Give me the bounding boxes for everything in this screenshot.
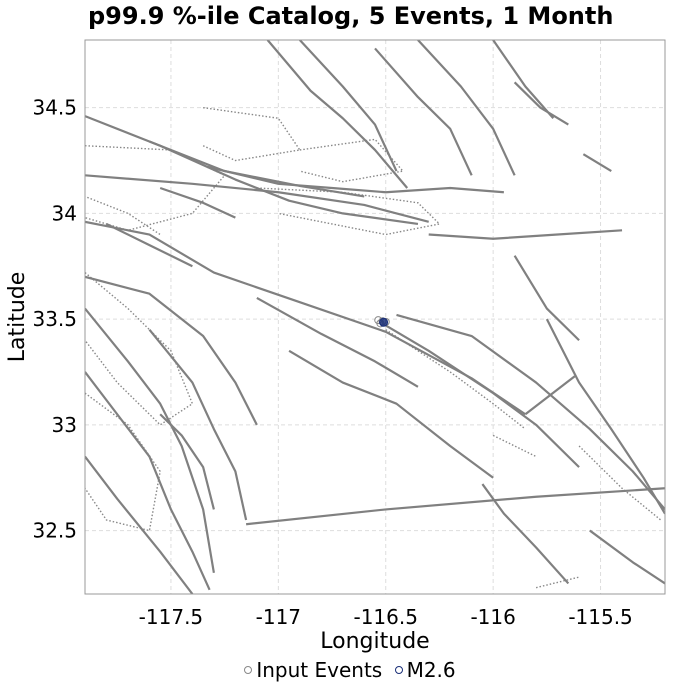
fault-line	[582, 153, 612, 173]
fault-line	[492, 40, 555, 119]
fault-line	[85, 307, 215, 574]
x-ticks: -117.5 -117 -116.5 -116 -115.5	[139, 605, 633, 629]
fault-line	[513, 255, 580, 342]
legend: Input Events M2.6	[0, 658, 700, 682]
x-tick-label: -117	[256, 605, 301, 629]
fault-zone	[85, 392, 161, 532]
fault-line	[374, 47, 473, 176]
x-tick-label: -117.5	[139, 605, 203, 629]
legend-item-input-events: Input Events	[244, 658, 382, 682]
fault-line	[417, 40, 516, 176]
y-axis-label: Latitude	[5, 272, 30, 363]
event-points	[374, 316, 390, 328]
fault-zones	[85, 106, 662, 589]
fault-line	[481, 483, 570, 585]
fault-line	[256, 297, 419, 388]
fault-line	[428, 229, 623, 240]
fault-line	[299, 40, 398, 172]
grid	[85, 40, 665, 594]
fault-line	[159, 186, 236, 219]
fault-line	[545, 318, 665, 515]
y-tick-label: 33	[52, 413, 77, 437]
legend-item-m2-6: M2.6	[394, 658, 456, 682]
fault-line	[589, 529, 665, 585]
plot-frame	[84, 39, 666, 595]
fault-traces	[85, 40, 665, 594]
fault-line	[385, 324, 580, 468]
x-tick-label: -115.5	[568, 605, 632, 629]
m2-6-event-point	[379, 317, 389, 327]
fault-zone	[492, 434, 537, 458]
legend-marker-m2-6	[394, 665, 403, 674]
fault-line	[245, 487, 665, 526]
fault-zone	[385, 329, 526, 430]
y-tick-label: 34	[52, 201, 77, 225]
fault-line	[266, 40, 409, 189]
y-ticks: 32.5 33 33.5 34 34.5	[32, 96, 77, 543]
fault-zone	[535, 576, 580, 589]
fault-zone	[578, 445, 662, 521]
fault-line	[85, 371, 211, 591]
fault-zone	[299, 138, 405, 183]
fault-line	[85, 275, 258, 426]
chart-title: p99.9 %-ile Catalog, 5 Events, 1 Month	[88, 2, 614, 30]
y-tick-label: 33.5	[32, 307, 77, 331]
fault-line	[85, 220, 526, 416]
fault-line	[207, 165, 504, 194]
fault-line	[85, 455, 194, 594]
legend-label-m2-6: M2.6	[406, 658, 456, 682]
fault-line	[513, 81, 569, 126]
y-tick-label: 32.5	[32, 519, 77, 543]
legend-label-input-events: Input Events	[256, 658, 383, 682]
fault-line	[85, 174, 429, 223]
fault-zone	[256, 187, 441, 236]
fault-line	[524, 375, 576, 416]
fault-line	[148, 328, 248, 521]
fault-zone	[202, 106, 302, 162]
fault-line	[149, 140, 365, 198]
x-tick-label: -116.5	[353, 605, 417, 629]
fault-zone	[85, 145, 226, 232]
fault-line	[85, 115, 419, 226]
y-tick-label: 34.5	[32, 96, 77, 120]
fault-line	[288, 349, 494, 479]
fault-zone	[85, 272, 194, 426]
x-tick-label: -116	[470, 605, 515, 629]
fault-line	[105, 222, 193, 268]
x-axis-label: Longitude	[320, 629, 429, 654]
fault-line	[396, 313, 665, 511]
legend-marker-input-events	[244, 665, 253, 674]
fault-line	[159, 413, 215, 510]
